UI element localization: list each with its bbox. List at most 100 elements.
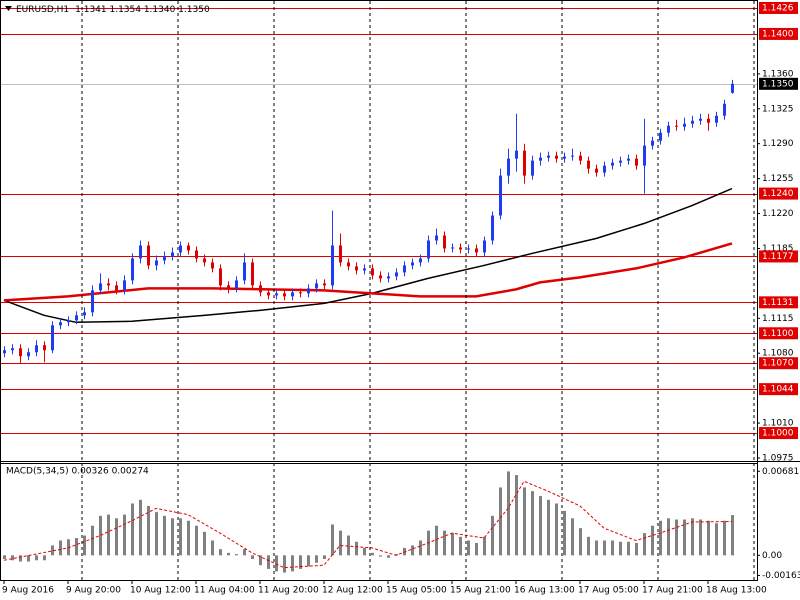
level-label: 1.1426 <box>762 3 794 13</box>
candle-body <box>347 262 350 267</box>
candle-body <box>475 248 478 253</box>
macd-bar <box>147 505 150 556</box>
macd-bar <box>291 555 294 572</box>
candle-body <box>123 280 126 291</box>
y-tick-label: 1.0975 <box>762 454 794 464</box>
frame <box>0 0 758 581</box>
candle-body <box>379 275 382 279</box>
candle-body <box>571 155 574 157</box>
macd-bar <box>379 555 382 557</box>
macd-bar <box>19 555 22 562</box>
y-tick-label: 1.1325 <box>762 104 794 114</box>
macd-panel <box>3 471 734 573</box>
macd-bar <box>91 525 94 556</box>
candle-body <box>179 245 182 253</box>
candle-body <box>547 155 550 158</box>
quote: 1.1341 1.1354 1.1340 1.1350 <box>75 5 210 15</box>
macd-bar <box>435 525 438 556</box>
level-label: 1.1100 <box>762 329 794 339</box>
macd-bar <box>411 545 414 556</box>
macd-title: MACD(5,34,5) 0.00326 0.00274 <box>6 467 149 477</box>
macd-signal <box>3 480 733 569</box>
macd-bar <box>275 555 278 572</box>
macd-bar <box>515 475 518 556</box>
y-tick-label: 1.1080 <box>762 349 794 359</box>
candle-body <box>203 258 206 263</box>
candle-body <box>307 288 310 294</box>
y-tick-label: 1.1255 <box>762 174 794 184</box>
y-tick-label: 0.00681 <box>762 467 799 477</box>
macd-bar <box>267 555 270 569</box>
level-label-box <box>759 383 798 396</box>
candle-body <box>155 260 158 266</box>
candle-body <box>195 250 198 259</box>
x-tick-label: 11 Aug 04:00 <box>194 586 255 596</box>
candle-body <box>323 283 326 286</box>
macd-bar <box>387 555 390 558</box>
candle-body <box>731 83 734 93</box>
x-tick-label: 11 Aug 20:00 <box>258 586 319 596</box>
candle-body <box>587 160 590 169</box>
level-label-box <box>759 1 798 14</box>
candle-body <box>523 150 526 176</box>
y-tick-label: -0.00163 <box>762 571 800 581</box>
macd-bar <box>571 518 574 556</box>
candle-body <box>43 345 46 351</box>
macd-bar <box>227 552 230 556</box>
macd-bar <box>627 541 630 556</box>
candle-body <box>395 272 398 277</box>
candle-body <box>419 258 422 263</box>
candle-body <box>131 258 134 281</box>
candle-body <box>187 245 190 251</box>
macd-bar <box>611 540 614 556</box>
candle-body <box>107 283 110 286</box>
candle-body <box>651 140 654 146</box>
level-label: 1.1177 <box>762 252 794 262</box>
macd-bar <box>59 540 62 556</box>
price-label: 1.1350 <box>762 79 794 89</box>
level-label-box <box>759 327 798 340</box>
candle-body <box>75 315 78 321</box>
candle-body <box>11 348 14 351</box>
candle-body <box>371 268 374 276</box>
level-label-box <box>759 187 798 200</box>
symbol: EURUSD,H1 <box>16 5 69 15</box>
macd-bar <box>579 528 582 556</box>
macd-bar <box>667 518 670 556</box>
candle-body <box>115 285 118 291</box>
candle-body <box>635 158 638 166</box>
candle-body <box>675 125 678 127</box>
candle-body <box>171 252 174 257</box>
level-label-box <box>759 27 798 40</box>
candle-body <box>483 240 486 253</box>
macd-bar <box>35 555 38 561</box>
candle-body <box>555 155 558 159</box>
level-label-box <box>759 357 798 370</box>
macd-bar <box>187 520 190 556</box>
x-tick-label: 17 Aug 21:00 <box>642 586 703 596</box>
candle-body <box>251 262 254 286</box>
macd-bar <box>139 499 142 556</box>
macd-bar <box>619 541 622 556</box>
y-tick-label: 0.00 <box>762 551 782 561</box>
candle-body <box>275 293 278 296</box>
candle-body <box>3 350 6 354</box>
candle-body <box>683 123 686 127</box>
level-label: 1.1131 <box>762 298 794 308</box>
candle-body <box>339 245 342 263</box>
macd-bar <box>595 540 598 556</box>
macd-bar <box>707 520 710 556</box>
level-label: 1.1000 <box>762 429 794 439</box>
macd-bar <box>155 512 158 556</box>
y-tick-label: 1.1220 <box>762 209 794 219</box>
macd-bar <box>211 540 214 556</box>
candle-body <box>579 155 582 161</box>
macd-bar <box>203 531 206 556</box>
macd-bar <box>11 555 14 561</box>
macd-bar <box>259 555 262 566</box>
macd-bar <box>107 514 110 556</box>
macd-bar <box>131 503 134 556</box>
macd-bar <box>171 518 174 556</box>
macd-bar <box>603 540 606 556</box>
candle-body <box>699 118 702 121</box>
